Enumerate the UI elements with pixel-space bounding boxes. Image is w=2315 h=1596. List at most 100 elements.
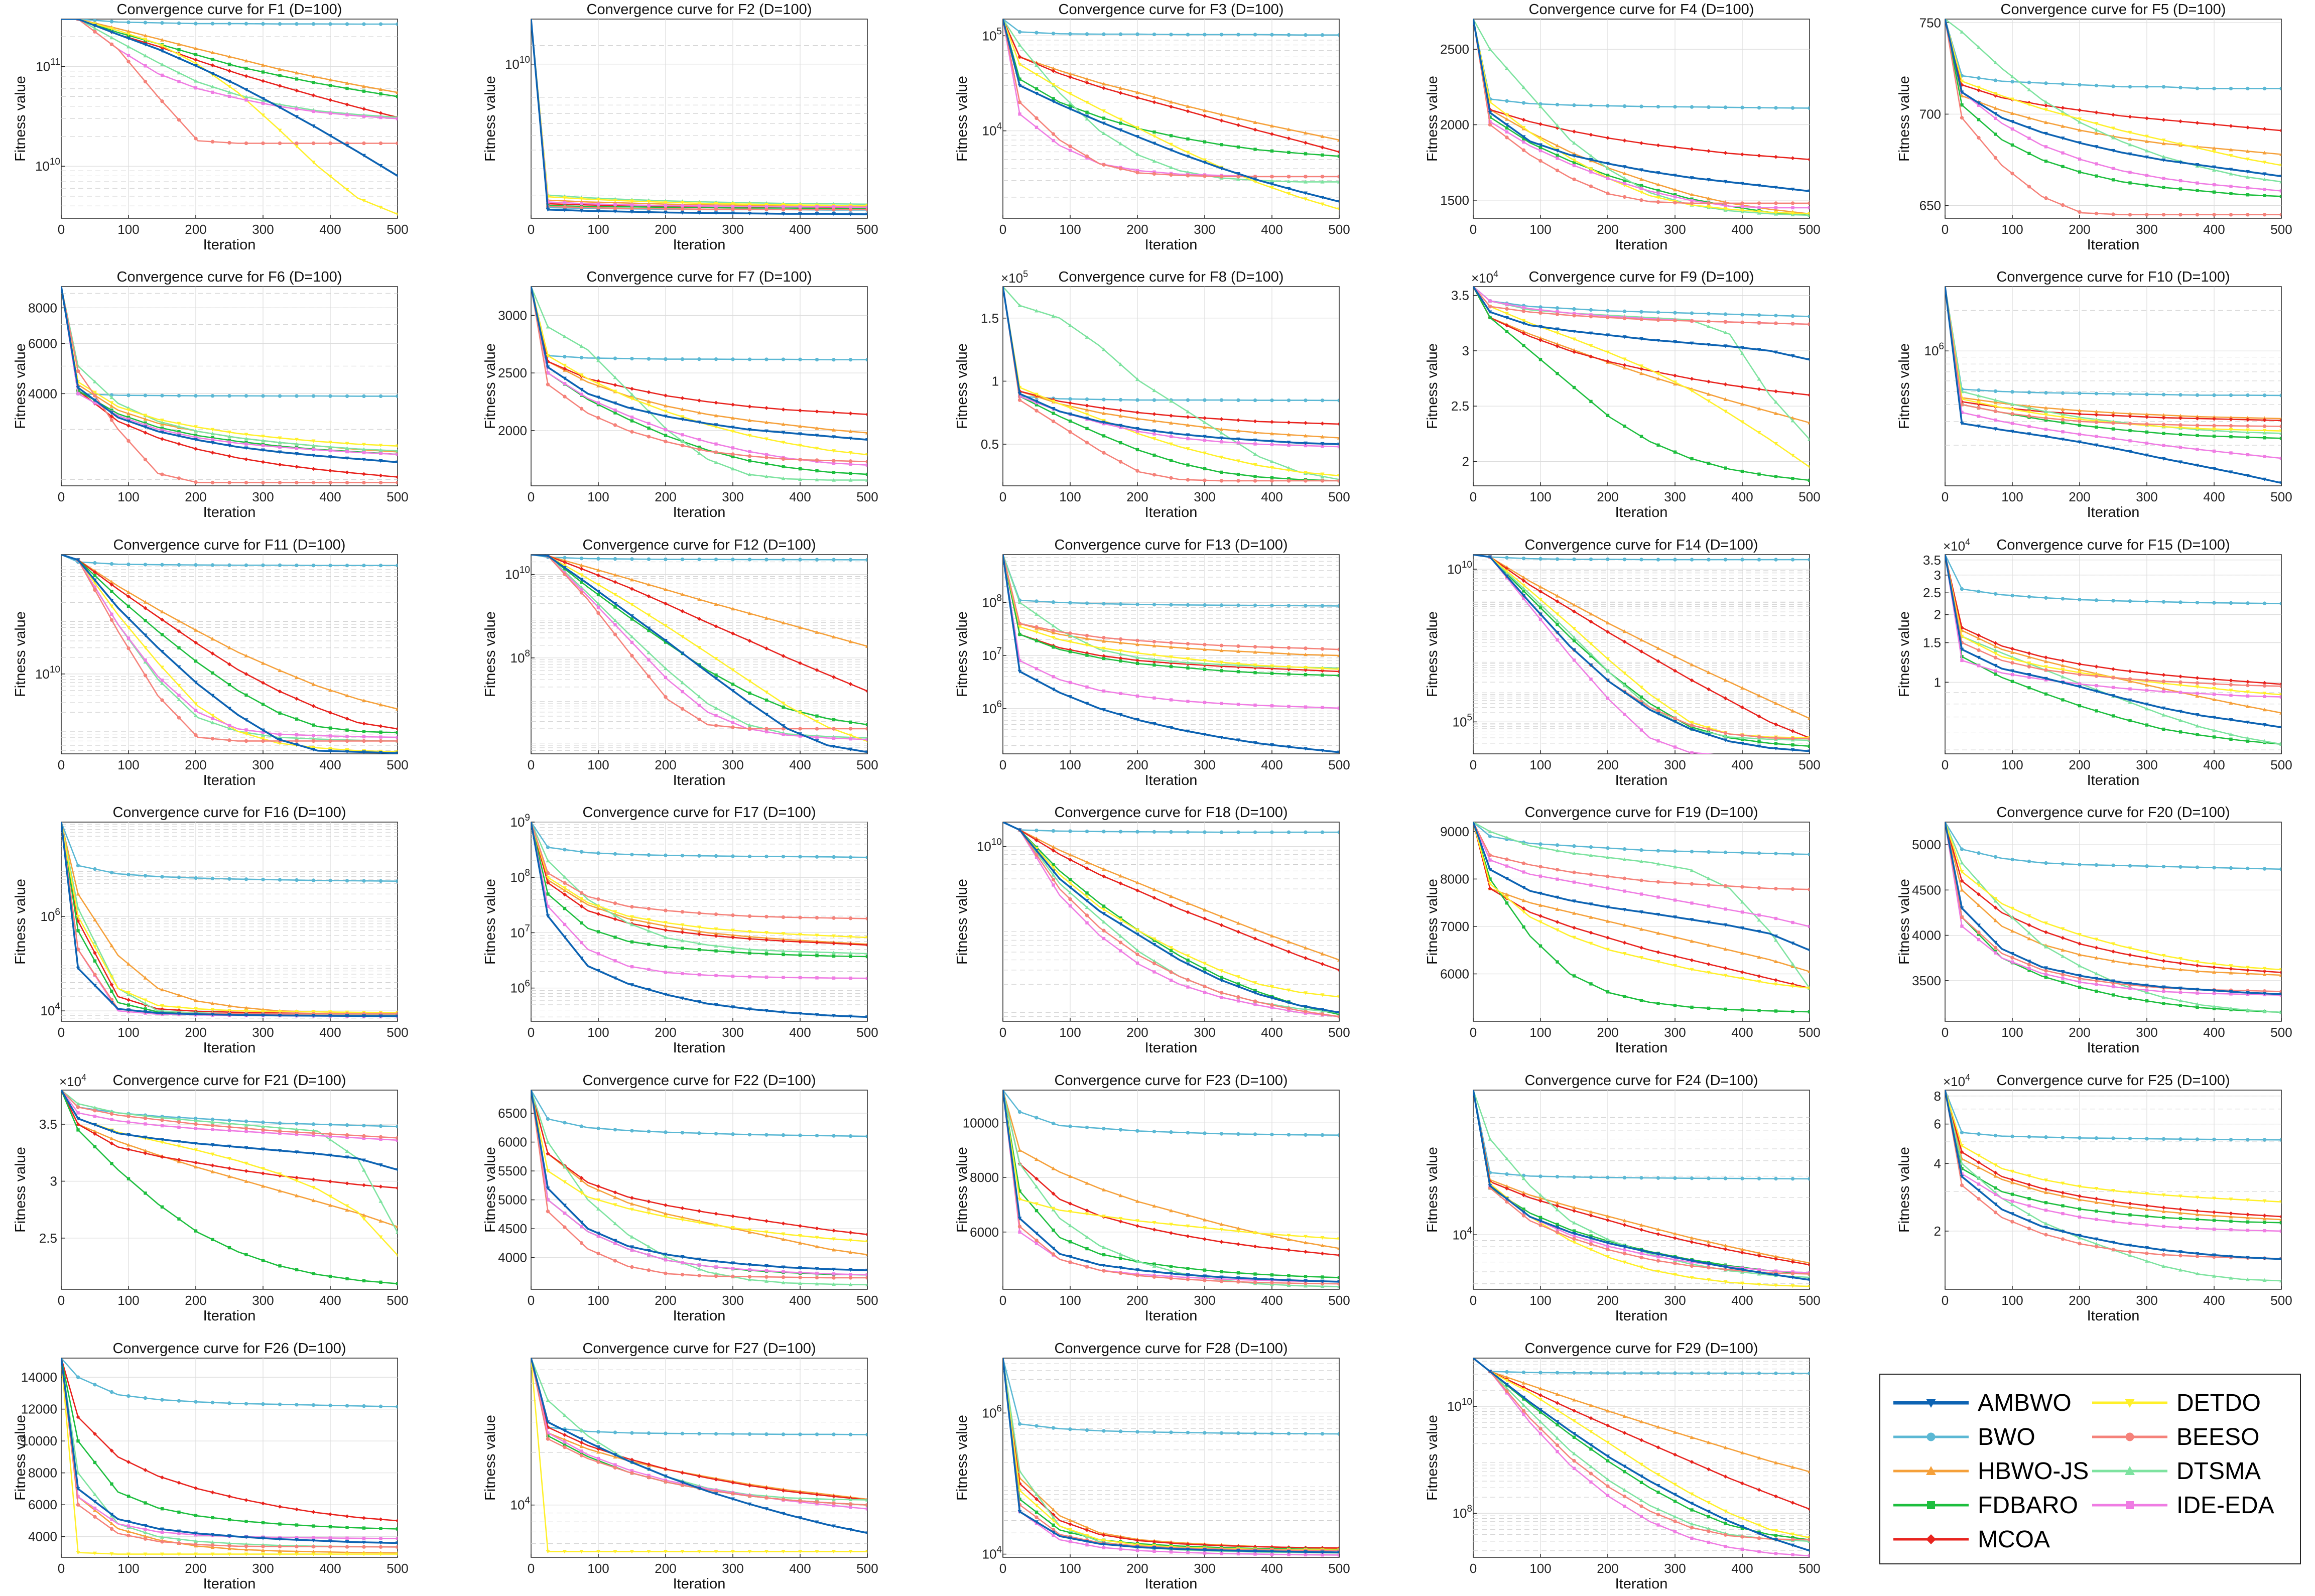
series-marker xyxy=(1287,830,1291,834)
series-marker xyxy=(747,727,752,731)
x-axis-label: Iteration xyxy=(203,1040,256,1056)
series-marker xyxy=(126,424,131,428)
series-marker xyxy=(93,26,97,30)
series-marker xyxy=(194,659,198,663)
series-marker xyxy=(2044,390,2048,395)
series-marker xyxy=(1639,364,1643,368)
series-marker xyxy=(1051,873,1056,877)
series-marker xyxy=(1555,868,1560,872)
series-marker xyxy=(630,203,634,207)
series-marker xyxy=(832,635,836,639)
series-marker xyxy=(2178,446,2182,449)
y-tick-label: 3.5 xyxy=(1923,553,1941,568)
series-marker xyxy=(177,993,181,997)
series-line-bwo xyxy=(531,1090,867,1137)
series-marker xyxy=(295,141,299,146)
series-marker xyxy=(596,611,600,615)
series-marker xyxy=(2078,117,2082,121)
series-marker xyxy=(613,910,617,914)
series-marker xyxy=(1186,657,1190,661)
x-tick-label: 300 xyxy=(252,1025,274,1040)
series-marker xyxy=(177,70,181,75)
series-marker xyxy=(1085,413,1089,417)
series-marker xyxy=(1320,993,1325,997)
series-marker xyxy=(1505,574,1509,579)
series-marker xyxy=(227,724,231,727)
series-marker xyxy=(764,212,768,216)
series-marker xyxy=(680,439,685,443)
series-marker xyxy=(1993,663,1998,668)
series-marker xyxy=(697,201,701,205)
series-marker xyxy=(1690,721,1694,725)
series-marker xyxy=(396,1225,398,1229)
series-marker xyxy=(613,917,617,921)
series-marker xyxy=(2212,122,2216,126)
series-group xyxy=(1945,555,2281,746)
series-marker xyxy=(2078,685,2082,689)
series-marker xyxy=(1337,398,1339,403)
series-marker xyxy=(1555,331,1560,335)
series-marker xyxy=(1790,354,1795,358)
series-marker xyxy=(664,207,668,211)
series-marker xyxy=(2078,141,2082,145)
subplot-f4: 0 100 200 300 400 500150020002500Convergence … xyxy=(1425,2,1821,253)
series-marker xyxy=(1270,186,1274,190)
series-marker xyxy=(396,480,398,485)
series-marker xyxy=(2128,961,2132,966)
series-marker xyxy=(2044,416,2048,420)
series-marker xyxy=(2162,990,2165,993)
series-marker xyxy=(1253,475,1257,478)
series-marker xyxy=(1169,421,1173,425)
series-marker xyxy=(1186,666,1190,670)
y-tick-label: 2000 xyxy=(1440,117,1469,132)
series-marker xyxy=(782,953,785,957)
series-marker xyxy=(396,475,398,479)
series-marker xyxy=(194,702,198,706)
series-marker xyxy=(1102,434,1106,438)
series-marker xyxy=(596,912,600,916)
series-marker xyxy=(1236,662,1240,666)
series-marker xyxy=(1253,33,1257,37)
series-group xyxy=(1473,19,1810,217)
series-marker xyxy=(1589,942,1593,946)
series-marker xyxy=(1068,144,1072,149)
series-marker xyxy=(781,1221,786,1226)
series-marker xyxy=(2195,163,2200,167)
series-marker xyxy=(1639,558,1643,562)
series-marker xyxy=(1790,187,1795,192)
series-marker xyxy=(362,394,366,398)
series-marker xyxy=(1270,645,1274,649)
series-marker xyxy=(1723,696,1728,701)
series-marker xyxy=(1152,970,1156,974)
series-marker xyxy=(2212,728,2216,732)
series-marker xyxy=(1538,845,1542,850)
series-marker xyxy=(2027,126,2031,130)
series-marker xyxy=(1287,443,1291,447)
series-marker xyxy=(1203,161,1207,165)
series-marker xyxy=(1102,639,1106,643)
x-tick-label: 400 xyxy=(1261,489,1282,504)
series-marker xyxy=(2044,413,2048,417)
series-marker xyxy=(1707,920,1711,924)
series-marker xyxy=(1791,206,1794,210)
series-marker xyxy=(2178,967,2182,972)
series-marker xyxy=(1186,646,1190,650)
series-marker xyxy=(815,976,819,980)
series-marker xyxy=(1203,916,1207,921)
series-marker xyxy=(210,737,215,741)
subplot-f8: 0 100 200 300 400 5000.511.5×105 Convergence c… xyxy=(954,269,1350,520)
series-marker xyxy=(1102,689,1106,693)
series-marker xyxy=(798,855,802,859)
series-marker xyxy=(1673,174,1677,178)
series-marker xyxy=(1186,978,1190,982)
series-line-ide-eda xyxy=(61,287,398,455)
series-marker xyxy=(2246,86,2250,91)
series-marker xyxy=(848,429,853,433)
series-marker xyxy=(2010,127,2014,131)
series-marker xyxy=(2027,673,2031,677)
series-marker xyxy=(647,906,651,911)
series-group xyxy=(1473,287,1810,482)
series-marker xyxy=(328,78,332,82)
series-line-mcoa xyxy=(531,822,867,946)
plot-area xyxy=(1473,822,1810,1022)
